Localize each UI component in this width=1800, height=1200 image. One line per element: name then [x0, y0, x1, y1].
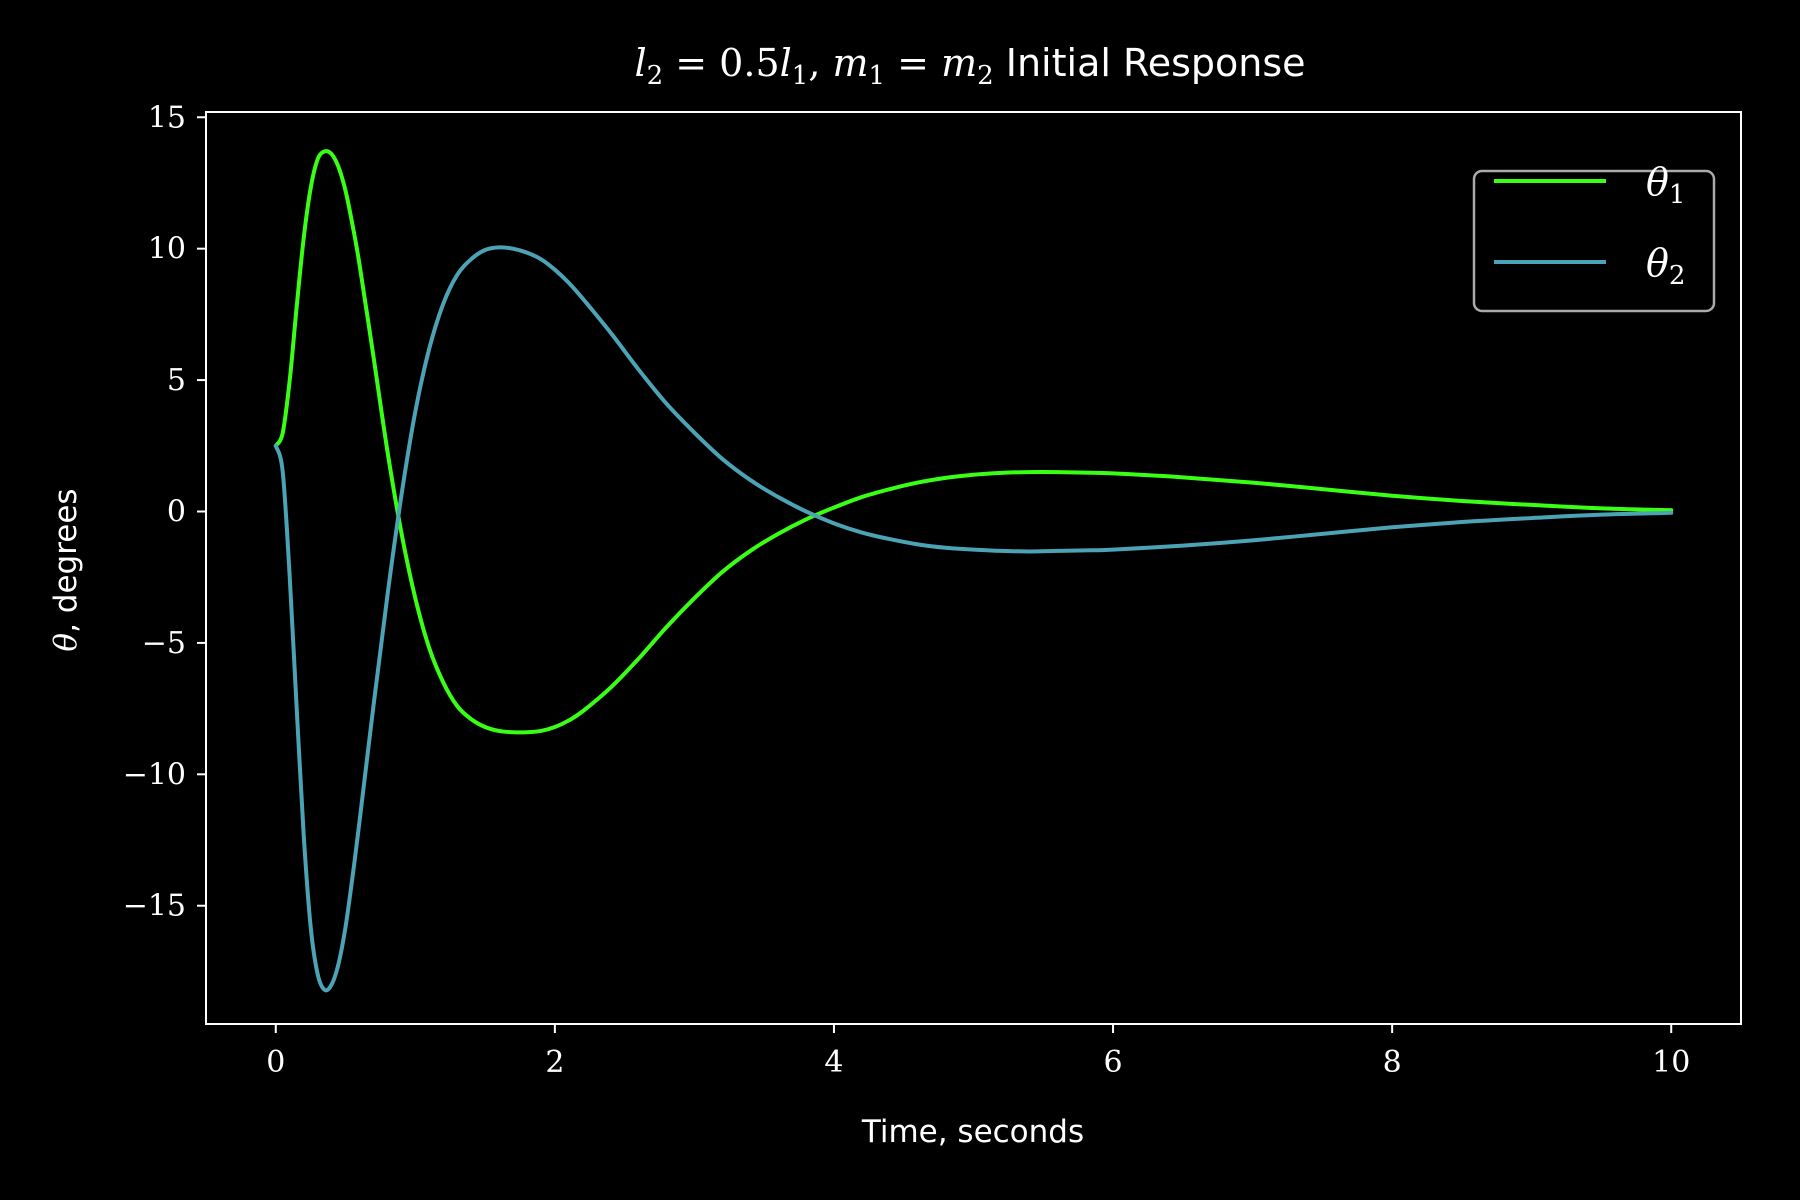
- title-math-l1-sub: 1: [792, 61, 809, 91]
- series-line-theta2: [273, 245, 1674, 993]
- legend-box: [1472, 169, 1716, 313]
- legend-label-theta1-sub: 1: [1669, 180, 1686, 210]
- legend-label-theta2: θ2: [1646, 241, 1685, 291]
- y-tick-label: −10: [123, 757, 186, 792]
- legend-label-theta2-sub: 2: [1669, 261, 1686, 291]
- y-axis-label: θ, degrees: [48, 488, 84, 651]
- y-tick-label: 0: [167, 494, 186, 529]
- plot-frame: [205, 111, 1742, 1025]
- y-axis-label-symbol: θ: [48, 633, 84, 652]
- series-lines: [273, 149, 1674, 993]
- y-tick-label: 10: [148, 232, 186, 267]
- title-math-comma: ,: [808, 41, 832, 85]
- series-line-theta1: [273, 149, 1674, 735]
- legend: θ1 θ2: [1472, 160, 1716, 313]
- y-axis-ticks: −15 −10 −5 0 5 10 15: [123, 100, 206, 924]
- x-tick-label: 4: [824, 1045, 843, 1080]
- title-math-m1: m: [833, 41, 869, 85]
- x-tick-label: 2: [545, 1045, 564, 1080]
- title-math-l2-sub: 2: [647, 61, 664, 91]
- legend-label-theta1: θ1: [1646, 160, 1685, 210]
- legend-label-theta1-symbol: θ: [1646, 160, 1669, 204]
- y-tick-label: −5: [142, 626, 186, 661]
- title-math-m2: m: [941, 41, 977, 85]
- title-math-m2-sub: 2: [977, 61, 994, 91]
- chart-title: l2 = 0.5l1, m1 = m2 Initial Response: [634, 41, 1305, 91]
- x-axis-label: Time, seconds: [861, 1114, 1084, 1150]
- title-text: Initial Response: [994, 41, 1306, 85]
- y-tick-label: −15: [123, 889, 186, 924]
- title-math-l2: l: [634, 41, 646, 85]
- y-axis-label-text: , degrees: [48, 488, 84, 633]
- legend-label-theta2-symbol: θ: [1646, 241, 1669, 285]
- x-tick-label: 10: [1652, 1045, 1690, 1080]
- title-math-eq1: = 0.5: [663, 41, 779, 85]
- x-axis-ticks: 0 2 4 6 8 10: [266, 1024, 1690, 1080]
- title-math-l1: l: [780, 41, 792, 85]
- x-tick-label: 6: [1103, 1045, 1122, 1080]
- title-math-m1-sub: 1: [869, 61, 886, 91]
- y-tick-label: 5: [167, 363, 186, 398]
- y-tick-label: 15: [148, 100, 186, 135]
- title-math-eq2: =: [885, 41, 941, 85]
- x-tick-label: 8: [1383, 1045, 1402, 1080]
- x-tick-label: 0: [266, 1045, 285, 1080]
